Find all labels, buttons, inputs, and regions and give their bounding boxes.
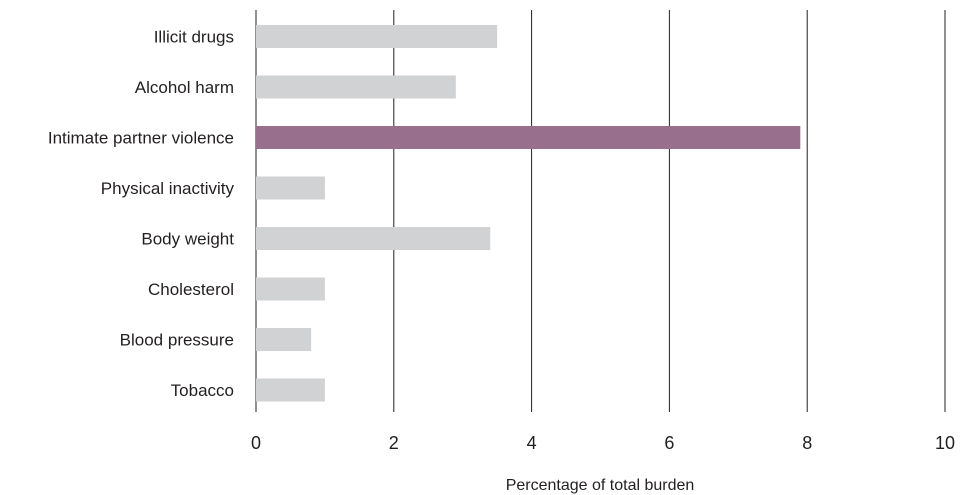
x-tick-label-4: 4 bbox=[527, 433, 537, 453]
x-tick-label-0: 0 bbox=[251, 433, 261, 453]
x-tick-label-8: 8 bbox=[802, 433, 812, 453]
x-tick-label-10: 10 bbox=[935, 433, 955, 453]
category-label-alcohol-harm: Alcohol harm bbox=[135, 78, 234, 97]
bar-alcohol-harm bbox=[256, 75, 456, 99]
category-label-cholesterol: Cholesterol bbox=[148, 280, 234, 299]
bar-illicit-drugs bbox=[256, 25, 498, 48]
category-label-body-weight: Body weight bbox=[141, 230, 234, 249]
category-label-blood-pressure: Blood pressure bbox=[120, 331, 234, 350]
bar-blood-pressure bbox=[256, 328, 312, 351]
x-axis-title: Percentage of total burden bbox=[506, 477, 695, 494]
category-label-physical-inactivity: Physical inactivity bbox=[101, 179, 235, 198]
bars bbox=[256, 25, 801, 402]
bar-body-weight bbox=[256, 227, 491, 250]
x-tick-label-2: 2 bbox=[389, 433, 399, 453]
category-label-tobacco: Tobacco bbox=[171, 381, 234, 400]
x-tick-label-6: 6 bbox=[664, 433, 674, 453]
bar-physical-inactivity bbox=[256, 176, 325, 200]
category-label-intimate-partner-violence: Intimate partner violence bbox=[48, 129, 234, 148]
x-tick-labels: 0 2 4 6 8 10 bbox=[251, 433, 955, 453]
gridlines bbox=[255, 10, 946, 412]
bar-tobacco bbox=[256, 378, 325, 402]
category-labels: Illicit drugs Alcohol harm Intimate partne… bbox=[48, 28, 235, 401]
bar-cholesterol bbox=[256, 277, 325, 301]
bar-intimate-partner-violence bbox=[256, 126, 801, 149]
category-label-illicit-drugs: Illicit drugs bbox=[154, 28, 234, 47]
